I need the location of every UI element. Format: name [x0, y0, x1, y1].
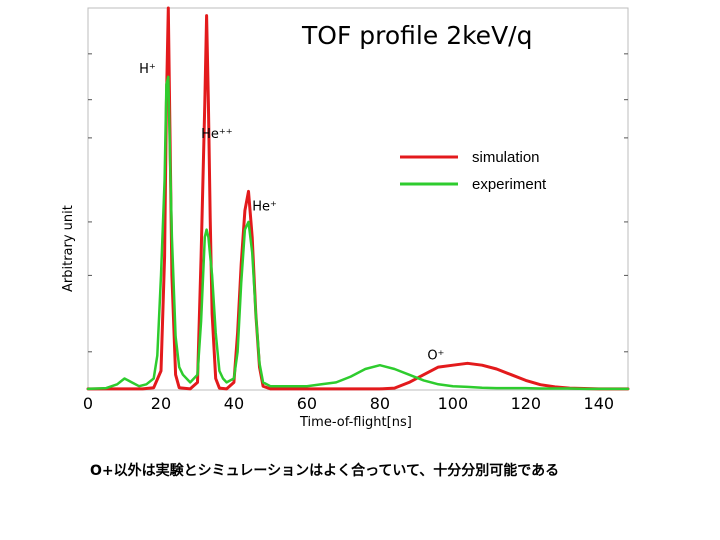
peak-label: He⁺⁺	[201, 127, 233, 142]
series-line-experiment	[86, 75, 630, 391]
legend: simulation experiment	[400, 149, 547, 193]
legend-label-experiment: experiment	[472, 176, 547, 193]
x-tick-label: 80	[370, 394, 390, 413]
y-tick-marks	[88, 53, 628, 353]
y-axis-label: Arbitrary unit	[61, 205, 76, 292]
x-tick-label: 60	[297, 394, 317, 413]
x-tick-label: 20	[151, 394, 171, 413]
legend-label-simulation: simulation	[472, 149, 540, 166]
peak-label: He⁺	[252, 199, 277, 214]
x-tick-label: 120	[511, 394, 542, 413]
x-axis-label: Time-of-flight[ns]	[299, 415, 412, 430]
x-tick-label: 0	[83, 394, 93, 413]
x-tick-label: 140	[584, 394, 615, 413]
peak-annotations: H⁺ He⁺⁺ He⁺ O⁺	[139, 62, 444, 364]
x-ticks: 0 20 40 60 80 100 120 140	[83, 394, 614, 413]
chart-title: TOF profile 2keV/q	[301, 21, 532, 50]
caption-text: O+以外は実験とシミュレーションはよく合っていて、十分分別可能である	[90, 463, 560, 479]
x-tick-label: 40	[224, 394, 244, 413]
series-line-simulation	[86, 6, 630, 391]
series-layer	[86, 6, 630, 391]
peak-label: H⁺	[139, 62, 156, 77]
peak-label: O⁺	[427, 348, 444, 363]
x-tick-label: 100	[438, 394, 469, 413]
